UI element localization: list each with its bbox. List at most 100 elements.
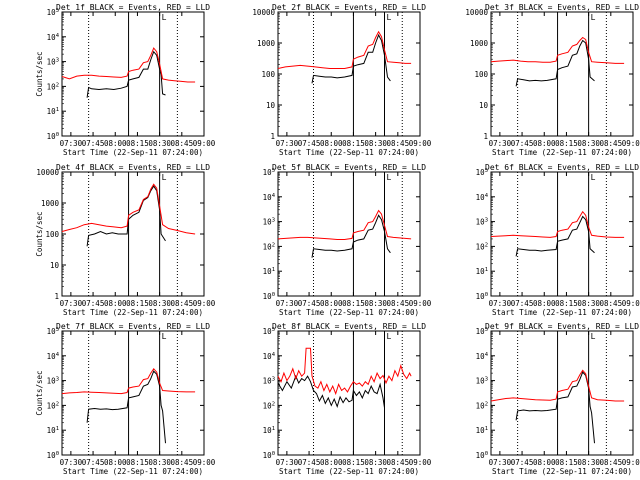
x-tick-label: 07:30 [60,458,83,467]
y-tick-label: 104 [47,352,60,361]
series-lld [277,347,412,396]
x-tick-label: 08:30 [364,299,387,308]
x-axis-label-part: Start Time ( [492,148,546,157]
y-tick-label: 104 [476,193,489,202]
x-tick-label: 07:45 [298,458,321,467]
x-axis-label-part: 22-Sep-11 07:24:00 [333,148,415,157]
plot-frame [61,171,205,297]
x-axis-label-part: ) [198,467,203,476]
y-tick-label: 104 [263,352,276,361]
panel-det-6f: Det 6f BLACK = Events, RED = LLD 100 101 10… [476,163,640,317]
y-tick-label: 10000 [252,8,275,17]
panel-det-3f: Det 3f BLACK = Events, RED = LLD 1 10 100 10… [465,3,640,157]
plot-frame [61,11,205,137]
x-tick-label: 07:45 [82,299,105,308]
x-axis-label-part: ) [414,148,419,157]
x-axis-label-part: ) [627,467,632,476]
x-axis-label-part: 22-Sep-11 07:24:00 [546,467,628,476]
x-tick-label: 07:30 [60,299,83,308]
y-tick-label: 10 [479,101,489,110]
y-tick-label: 105 [263,327,275,336]
panel-title: Det 8f BLACK = Events, RED = LLD [272,322,426,331]
y-tick-label: 103 [476,218,488,227]
panel-det-7f: Det 7f BLACK = Events, RED = LLD 100 101 10… [35,322,216,476]
x-tick-label: 07:30 [489,458,512,467]
y-tick-label: 1 [270,132,275,141]
marker-label: L [387,332,392,341]
x-tick-label: 08:45 [387,458,410,467]
x-axis-label-part: ) [414,308,419,317]
plot-frame [490,330,634,456]
x-axis-label-part: 22-Sep-11 07:24:00 [117,467,199,476]
x-tick-label: 07:30 [276,299,299,308]
x-axis-label-part: ) [414,467,419,476]
y-tick-label: 100 [45,230,59,239]
series-events [86,185,166,247]
x-axis-label-part: Start Time ( [279,467,333,476]
series-events [515,39,595,87]
y-tick-label: 104 [47,33,60,42]
y-axis-label: Counts/sec [35,370,44,415]
x-tick-label: 09:00 [409,139,432,148]
series-lld [490,36,625,64]
y-tick-label: 101 [263,267,275,276]
panel-det-2f: Det 2f BLACK = Events, RED = LLD 1 10 100 10… [252,3,431,157]
x-tick-label: 08:00 [104,299,127,308]
x-axis-label: Start Time (22-Sep-11 07:24:00) [63,308,203,317]
x-tick-label: 09:00 [622,458,640,467]
series-lld [277,209,412,240]
x-tick-label: 09:00 [409,458,432,467]
panel-title: Det 3f BLACK = Events, RED = LLD [485,3,639,12]
marker-label: L [387,13,392,22]
x-tick-label: 07:30 [276,139,299,148]
x-tick-label: 08:15 [126,458,149,467]
x-tick-label: 08:00 [533,458,556,467]
x-tick-label: 07:45 [511,139,534,148]
series-events [86,50,166,98]
x-tick-label: 07:30 [489,299,512,308]
series-events [515,371,595,444]
x-tick-label: 08:45 [387,299,410,308]
y-tick-label: 100 [476,292,488,301]
x-tick-label: 08:45 [387,139,410,148]
marker-label: L [591,13,596,22]
panel-title: Det 4f BLACK = Events, RED = LLD [56,163,210,172]
panel-det-4f: Det 4f BLACK = Events, RED = LLD 1 10 100 10… [35,163,216,317]
y-tick-label: 103 [263,377,275,386]
x-tick-label: 09:00 [193,139,216,148]
x-tick-label: 07:45 [82,139,105,148]
x-axis-label-part: 22-Sep-11 07:24:00 [117,308,199,317]
x-tick-label: 08:30 [577,458,600,467]
x-tick-label: 09:00 [193,458,216,467]
x-axis-label-part: 22-Sep-11 07:24:00 [546,148,628,157]
x-tick-label: 07:30 [276,458,299,467]
x-tick-label: 09:00 [193,299,216,308]
marker-label: L [387,173,392,182]
x-tick-label: 08:15 [126,299,149,308]
y-tick-label: 102 [476,401,488,410]
y-tick-label: 102 [47,82,59,91]
x-tick-label: 07:45 [298,139,321,148]
x-axis-label: Start Time (22-Sep-11 07:24:00) [63,148,203,157]
y-tick-label: 1000 [41,199,60,208]
y-axis-label: Counts/sec [35,51,44,96]
x-tick-label: 08:00 [320,299,343,308]
series-lld [61,47,196,83]
x-tick-label: 08:00 [320,458,343,467]
x-tick-label: 07:45 [511,299,534,308]
x-axis-label-part: Start Time ( [279,148,333,157]
x-tick-label: 09:00 [622,299,640,308]
y-tick-label: 100 [263,292,275,301]
x-tick-label: 08:15 [555,139,578,148]
y-tick-label: 103 [263,218,275,227]
x-tick-label: 08:45 [600,139,623,148]
series-events [86,370,166,444]
x-tick-label: 08:15 [342,458,365,467]
plot-frame [490,171,634,297]
y-tick-label: 10 [50,261,60,270]
series-lld [490,210,625,238]
panel-title: Det 2f BLACK = Events, RED = LLD [272,3,426,12]
x-axis-label-part: Start Time ( [492,467,546,476]
series-lld [277,30,412,69]
